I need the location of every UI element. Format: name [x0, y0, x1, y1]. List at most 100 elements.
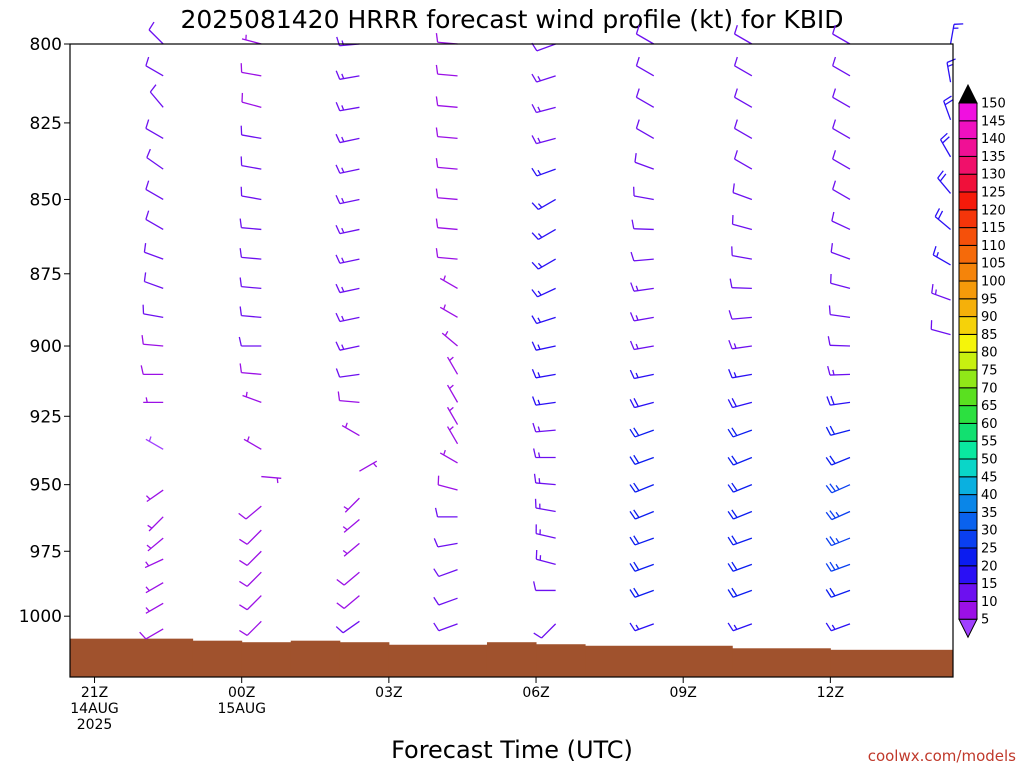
wind-barb [629, 561, 654, 572]
wind-barb [635, 88, 655, 108]
wind-barb [145, 602, 164, 614]
wind-barb [239, 306, 262, 319]
wind-barb [335, 102, 360, 112]
wind-barb [343, 497, 360, 513]
wind-barb [728, 369, 752, 379]
wind-barb [832, 180, 851, 201]
wind-barb [145, 180, 164, 201]
wind-barb [937, 170, 952, 194]
wind-barb [139, 628, 164, 640]
colorbar-tick-label: 20 [981, 559, 998, 574]
colorbar-box [958, 120, 978, 140]
wind-barb [435, 96, 458, 108]
wind-barb [143, 243, 164, 260]
colorbar-tick-label: 140 [981, 132, 1006, 147]
wind-barb [727, 587, 753, 598]
wind-barb [827, 365, 851, 376]
wind-barb [335, 620, 360, 634]
x-tick-label: 06Z [522, 685, 549, 701]
wind-barb [727, 561, 753, 572]
colorbar-tick-label: 100 [981, 275, 1006, 290]
wind-barb [631, 219, 654, 231]
terrain-segment [536, 644, 586, 677]
wind-barb [441, 330, 458, 347]
wind-barb [949, 23, 964, 45]
wind-barb [243, 436, 262, 450]
wind-barb [341, 422, 360, 437]
terrain-segment [339, 642, 390, 677]
wind-barb [629, 427, 654, 438]
wind-barb [240, 186, 262, 201]
wind-barb [629, 587, 654, 598]
wind-barb [335, 283, 360, 294]
wind-barb [727, 535, 753, 546]
wind-barb [535, 549, 556, 566]
wind-barb [145, 56, 164, 77]
wind-barb [531, 73, 556, 83]
colorbar-tick-label: 40 [981, 488, 998, 503]
colorbar-tick-label: 50 [981, 453, 998, 468]
wind-profile-column [433, 33, 459, 632]
wind-barb [335, 70, 360, 80]
wind-barb [531, 369, 556, 379]
wind-barb [825, 587, 851, 598]
wind-barb [446, 426, 459, 445]
wind-barb [727, 427, 753, 438]
x-tick-label: 14AUG [70, 701, 119, 717]
colorbar-box [958, 387, 978, 407]
wind-barb [446, 356, 459, 375]
wind-barb [240, 156, 262, 170]
wind-barb [143, 272, 164, 290]
wind-barb [433, 622, 458, 632]
wind-barb [146, 537, 164, 552]
wind-barb [832, 25, 851, 45]
wind-barb [630, 251, 654, 262]
terrain-segment [486, 642, 537, 677]
wind-barb [145, 119, 164, 139]
wind-barb [939, 132, 952, 158]
wind-barb [240, 125, 262, 140]
wind-barb [533, 448, 556, 459]
chart-title: 2025081420 HRRR forecast wind profile (k… [180, 5, 843, 34]
wind-barb [629, 482, 655, 493]
colorbar-box [958, 262, 978, 282]
wind-barb [335, 341, 360, 351]
wind-barb [435, 218, 458, 231]
colorbar-box [958, 511, 978, 531]
wind-barb [143, 397, 164, 404]
wind-barb [733, 88, 753, 108]
wind-barb [241, 92, 262, 108]
wind-barb [727, 509, 753, 520]
wind-barb [239, 550, 262, 566]
colorbar-tick-label: 135 [981, 150, 1006, 165]
wind-barb [832, 150, 851, 170]
colorbar-tick-label: 35 [981, 506, 998, 521]
wind-profile-column [139, 21, 164, 640]
wind-barb [733, 56, 753, 77]
wind-barb [359, 460, 378, 472]
x-tick-label: 21Z [81, 685, 108, 701]
wind-barb [825, 536, 851, 547]
colorbar-tick-label: 30 [981, 524, 998, 539]
colorbar-box [958, 333, 978, 353]
y-tick-label: 1000 [19, 607, 62, 627]
plot-area: 800 825 850 875 900 925 950 975 1000 21Z14AUG2025… [19, 21, 964, 733]
wind-barb [238, 336, 262, 347]
wind-barb [629, 509, 655, 520]
wind-profile-column [727, 25, 753, 632]
wind-barb [531, 167, 556, 177]
colorbar-tick-label: 115 [981, 221, 1006, 236]
wind-barb [439, 304, 458, 318]
colorbar-box [958, 280, 978, 300]
credit-text: coolwx.com/models [868, 747, 1016, 765]
wind-barb [825, 483, 851, 494]
wind-barb [335, 224, 360, 235]
colorbar-box [958, 173, 978, 193]
colorbar-box [958, 102, 978, 122]
wind-barb [433, 596, 458, 606]
wind-barb [727, 455, 753, 466]
wind-barb [437, 475, 458, 491]
colorbar-box [958, 565, 978, 585]
colorbar-tick-label: 65 [981, 399, 998, 414]
plot-frame [69, 43, 954, 678]
